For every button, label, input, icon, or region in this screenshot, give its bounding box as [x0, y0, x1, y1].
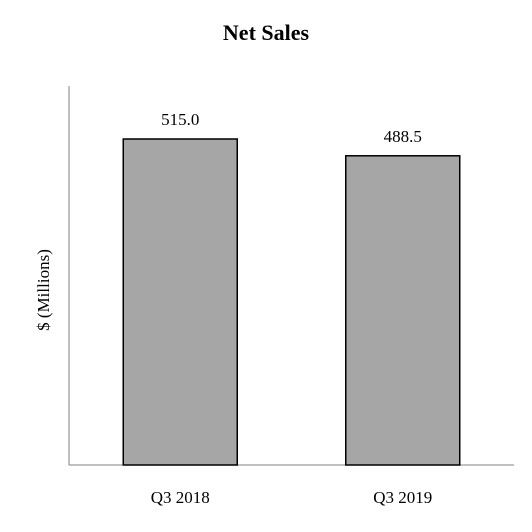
- bar-q3-2019: [345, 155, 461, 466]
- bar-q3-2018: [122, 138, 238, 466]
- y-axis-label: $ (Millions): [34, 249, 53, 331]
- x-tick-label: Q3 2019: [373, 488, 432, 507]
- chart-title: Net Sales: [223, 20, 310, 45]
- bar-marks: 515.0 Q3 2018 488.5 Q3 2019: [122, 110, 461, 507]
- data-label: 515.0: [161, 110, 199, 129]
- x-tick-label: Q3 2018: [151, 488, 210, 507]
- data-label: 488.5: [384, 127, 422, 146]
